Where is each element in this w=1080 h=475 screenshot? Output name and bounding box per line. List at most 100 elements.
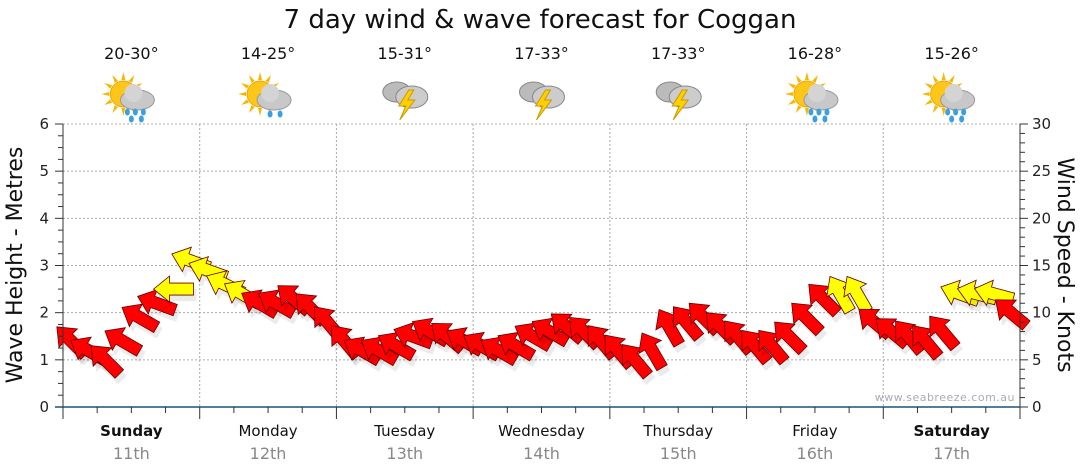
sun-ray <box>112 74 119 83</box>
wind-arrow <box>758 329 790 366</box>
wind-arrow <box>514 322 554 352</box>
temperature-range: 17-33° <box>514 44 569 63</box>
rain-drop <box>267 110 273 118</box>
cloud-puff <box>807 84 826 102</box>
wind-arrow <box>741 329 773 366</box>
rain-drop <box>808 108 814 116</box>
right-tick-label: 30 <box>1032 115 1051 133</box>
date-label: 16th <box>797 444 834 463</box>
sun-ray <box>241 83 249 89</box>
sun-ray <box>258 108 263 116</box>
left-tick-label: 1 <box>39 351 49 369</box>
thunderstorm-icon <box>655 81 702 121</box>
wind-arrow <box>377 331 417 362</box>
wind-arrow <box>826 275 856 315</box>
wind-arrow <box>929 315 961 352</box>
sun-ray <box>924 83 933 89</box>
wind-arrow <box>791 302 825 337</box>
rain-drop <box>824 108 830 116</box>
thunderstorm-icon <box>519 81 565 121</box>
right-tick-label: 5 <box>1032 351 1042 369</box>
sun-cloud-rain-icon <box>784 72 839 123</box>
temperature-range: 14-25° <box>241 44 296 63</box>
sun-cloud-rain-icon <box>101 72 155 123</box>
rain-drop <box>959 115 965 123</box>
day-label: Tuesday <box>373 422 435 440</box>
wind-arrow <box>973 279 1016 307</box>
wind-arrow <box>152 275 194 303</box>
date-label: 13th <box>386 444 423 463</box>
day-label: Saturday <box>913 422 990 440</box>
sun-ray <box>104 83 113 89</box>
sun-ray <box>265 74 272 83</box>
sun-ray <box>924 99 933 105</box>
wind-arrow <box>621 344 653 380</box>
date-label: 14th <box>523 444 560 463</box>
temperature-range: 16-28° <box>788 44 843 63</box>
left-tick-label: 0 <box>39 398 49 416</box>
wind-arrow <box>104 327 144 357</box>
day-label: Wednesday <box>498 422 585 440</box>
right-tick-label: 0 <box>1032 398 1042 416</box>
sun-ray <box>258 72 263 80</box>
sun-ray <box>921 92 930 96</box>
right-tick-label: 15 <box>1032 257 1051 275</box>
sun-ray <box>238 92 247 96</box>
wind-arrow <box>90 345 125 379</box>
sun-ray <box>804 72 809 80</box>
sun-ray <box>784 92 793 96</box>
rain-drop <box>812 115 818 123</box>
wind-arrow <box>843 275 873 315</box>
sun-ray <box>932 74 939 83</box>
sun-ray <box>941 72 946 80</box>
wind-arrow <box>121 303 161 334</box>
temperature-range: 17-33° <box>651 44 706 63</box>
watermark: www.seabreeze.com.au <box>875 391 1015 404</box>
sun-ray <box>812 74 818 83</box>
right-axis-title: Wind Speed - Knots <box>1052 157 1077 372</box>
sun-ray <box>804 108 809 116</box>
left-tick-label: 6 <box>39 115 49 133</box>
rain-drop <box>138 115 144 123</box>
rain-drop <box>132 108 138 116</box>
temperature-range: 15-31° <box>378 44 433 63</box>
sun-ray <box>941 108 946 116</box>
wind-arrow <box>655 308 685 348</box>
sun-ray <box>932 105 939 114</box>
cloud-puff <box>261 84 280 102</box>
left-tick-label: 4 <box>39 209 49 227</box>
sun-ray <box>101 92 110 96</box>
sun-ray <box>121 108 126 116</box>
sun-ray <box>249 105 255 114</box>
wind-arrow <box>638 332 668 372</box>
left-axis-title: Wave Height - Metres <box>3 147 28 384</box>
sun-ray <box>121 72 126 80</box>
sun-ray <box>112 105 119 114</box>
rain-drop <box>822 115 828 123</box>
wind-arrow <box>808 283 842 318</box>
rain-drop <box>124 108 130 116</box>
day-label: Thursday <box>642 422 713 440</box>
wind-arrow <box>137 288 178 317</box>
wind-arrow <box>360 336 400 367</box>
sun-cloud-showers-icon <box>238 72 292 118</box>
wind-arrow <box>497 331 537 362</box>
sun-ray <box>795 74 802 83</box>
date-label: 17th <box>933 444 970 463</box>
chart-title: 7 day wind & wave forecast for Coggan <box>284 5 797 35</box>
temperature-range: 15-26° <box>924 44 979 63</box>
sun-ray <box>787 99 796 105</box>
lightning-bolt <box>534 89 553 121</box>
left-tick-label: 5 <box>39 162 49 180</box>
sun-ray <box>948 74 955 83</box>
date-label: 12th <box>250 444 287 463</box>
wind-arrow <box>912 325 944 361</box>
rain-drop <box>128 115 134 123</box>
sun-ray <box>104 99 113 105</box>
sun-ray <box>249 74 255 83</box>
cloud-puff <box>944 84 963 102</box>
left-tick-label: 3 <box>39 257 49 275</box>
wind-arrow <box>480 336 520 367</box>
sun-ray <box>241 99 249 105</box>
